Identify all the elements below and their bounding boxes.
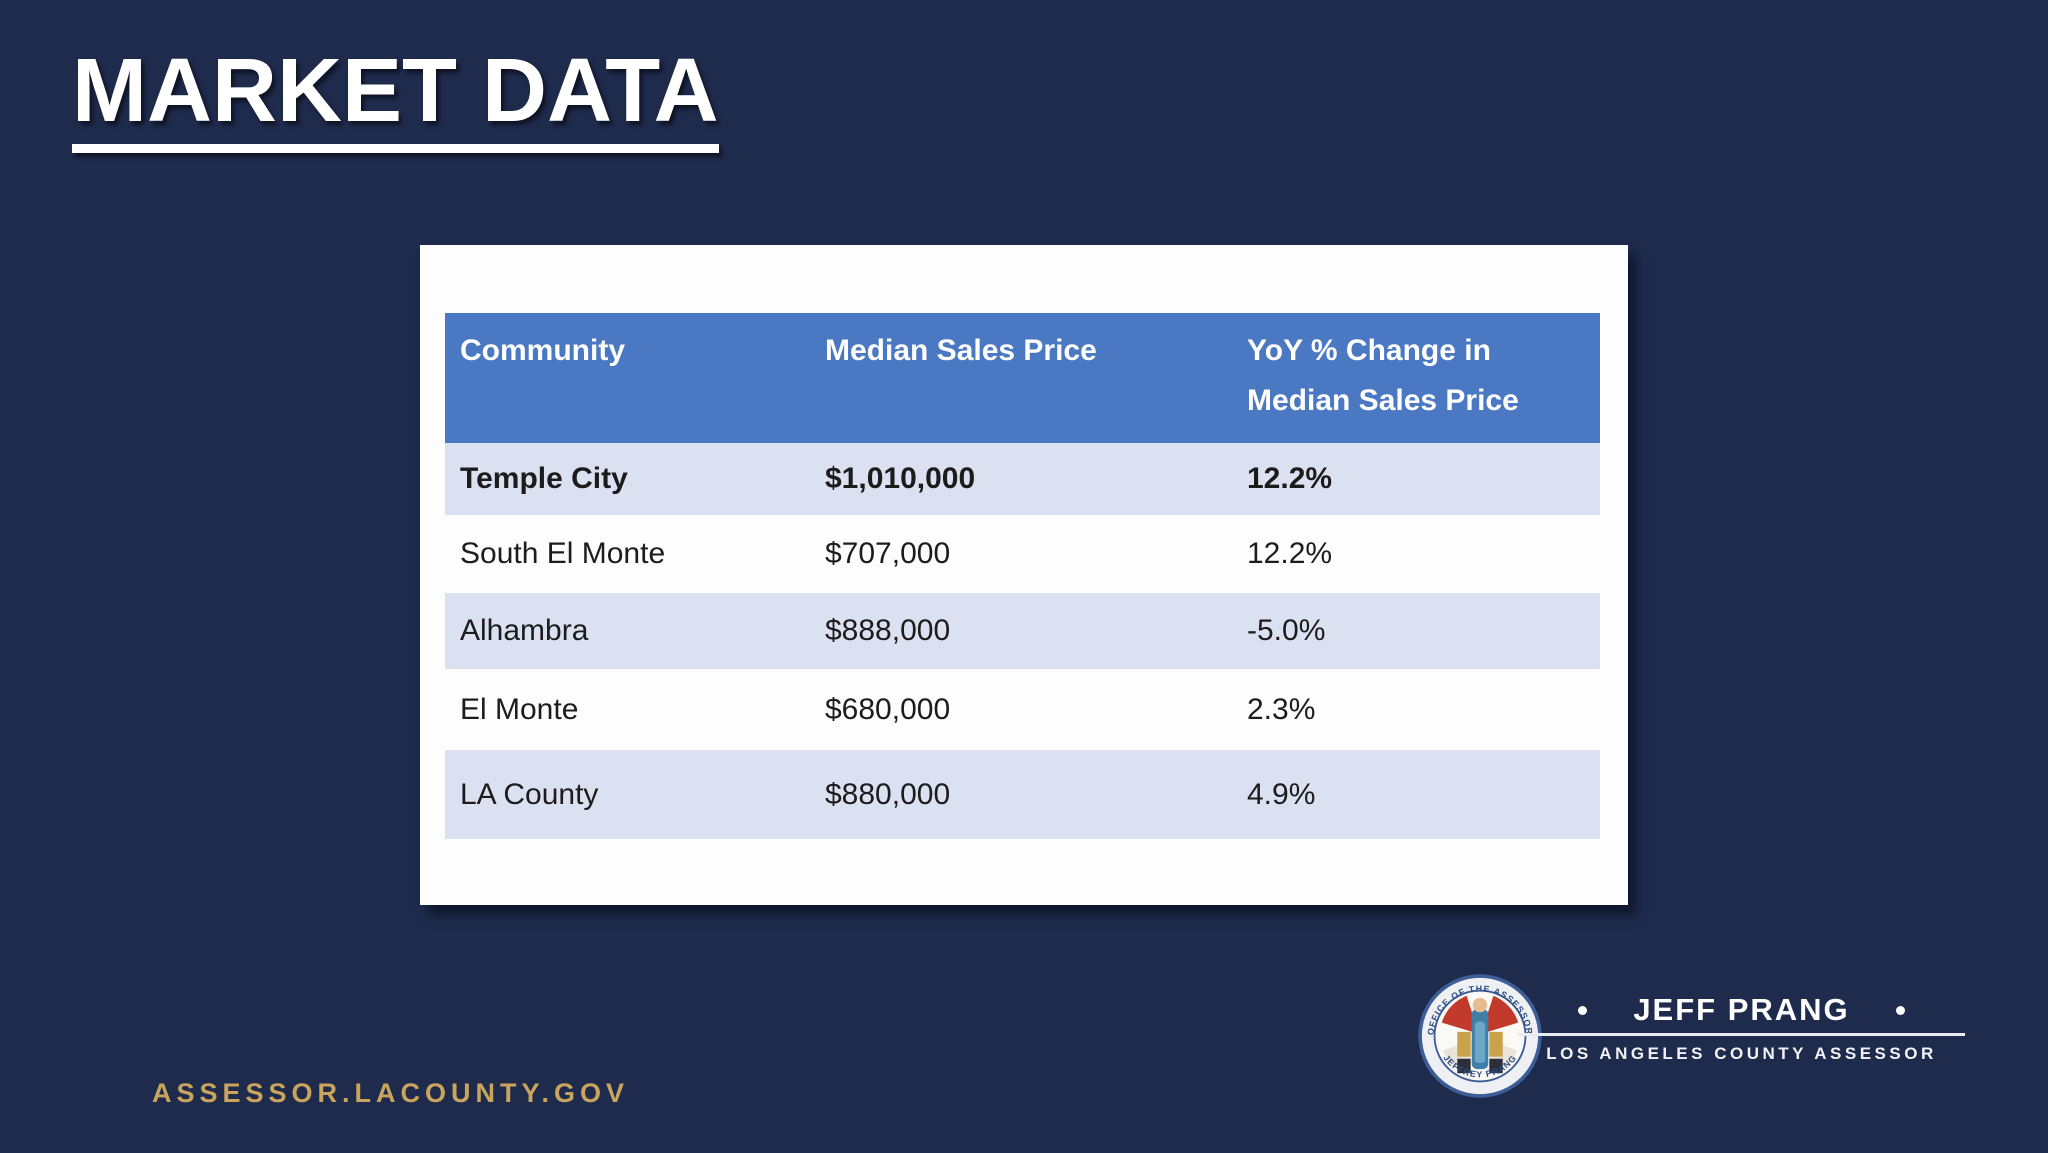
cell-yoy-change: 12.2% [1247, 462, 1333, 495]
table-header-row: Community Median Sales Price YoY % Chang… [445, 313, 1600, 443]
bullet-dot-icon [1895, 1005, 1905, 1015]
cell-median-sales-price: $888,000 [825, 614, 951, 647]
market-data-card: Community Median Sales Price YoY % Chang… [420, 245, 1628, 905]
cell-median-sales-price: $680,000 [825, 692, 951, 726]
officer-title: LOS ANGELES COUNTY ASSESSOR [1546, 1044, 1937, 1063]
table-row: Alhambra $888,000 -5.0% [445, 593, 1600, 669]
cell-yoy-change: -5.0% [1247, 614, 1326, 647]
county-assessor-seal-icon: OFFICE OF THE ASSESSOR JEFFREY PRANG [1418, 974, 1542, 1098]
officer-name: JEFF PRANG [1633, 992, 1850, 1027]
cell-median-sales-price: $707,000 [825, 537, 951, 570]
cell-median-sales-price: $1,010,000 [825, 462, 976, 495]
column-header-community: Community [460, 334, 625, 367]
cell-yoy-change: 4.9% [1247, 777, 1316, 811]
column-header-yoy-change-label: YoY % Change in Median Sales Price [1247, 334, 1519, 417]
officer-branding: JEFF PRANG LOS ANGELES COUNTY ASSESSOR [1518, 992, 1965, 1064]
table-row: South El Monte $707,000 12.2% [445, 515, 1600, 593]
market-data-table: Community Median Sales Price YoY % Chang… [445, 313, 1600, 839]
column-header-median-sales-price: Median Sales Price [825, 334, 1097, 367]
column-header-yoy-change: YoY % Change in Median Sales Price [1232, 313, 1600, 443]
cell-community: Alhambra [460, 614, 589, 647]
divider-line [1518, 1033, 1965, 1036]
cell-community: Temple City [460, 462, 628, 495]
table-row: LA County $880,000 4.9% [445, 750, 1600, 839]
table-row: Temple City $1,010,000 12.2% [445, 443, 1600, 515]
cell-community: South El Monte [460, 537, 666, 570]
cell-yoy-change: 12.2% [1247, 537, 1333, 570]
footer-website-text: ASSESSOR.LACOUNTY.GOV [152, 1078, 630, 1108]
page-title: MARKET DATA [72, 46, 719, 153]
cell-community: El Monte [460, 692, 579, 726]
bullet-dot-icon [1578, 1005, 1588, 1015]
cell-median-sales-price: $880,000 [825, 777, 951, 811]
cell-community: LA County [460, 777, 599, 811]
cell-yoy-change: 2.3% [1247, 692, 1316, 726]
table-row: El Monte $680,000 2.3% [445, 669, 1600, 750]
officer-name-row: JEFF PRANG [1518, 992, 1965, 1028]
